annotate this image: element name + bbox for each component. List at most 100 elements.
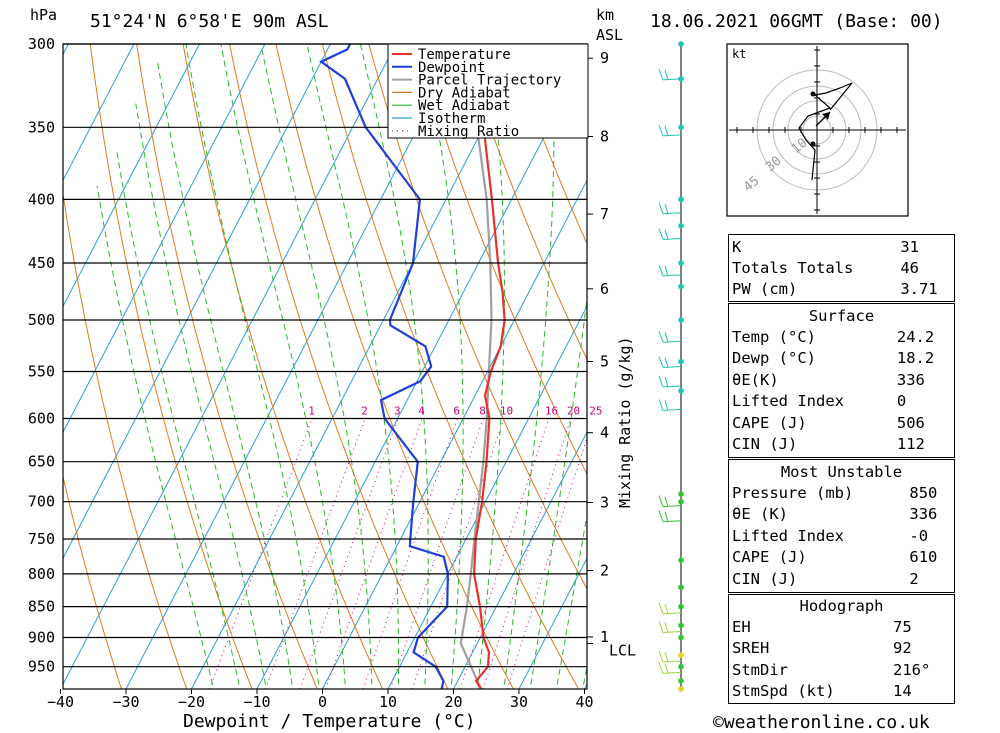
x-tick-label: −30 — [112, 693, 139, 711]
legend-label: Parcel Trajectory — [418, 73, 561, 89]
x-tick-label: −20 — [178, 693, 205, 711]
mixing-ratio-label: 1 — [308, 405, 315, 418]
wind-barb-flag — [658, 602, 664, 615]
mu-value: -0 — [909, 526, 929, 545]
height-tick-label: 7 — [600, 205, 609, 223]
wind-barb-shaft — [662, 134, 682, 137]
dry-adiabat-line — [63, 474, 122, 689]
surface-row: Lifted Index 0 — [728, 391, 955, 412]
height-tick-label: 1 — [600, 628, 609, 646]
pressure-tick-label: 650 — [28, 453, 55, 471]
surface-name: θE(K) — [732, 370, 779, 389]
hodo-value: 14 — [893, 682, 912, 701]
surface-row: CAPE (J) 506 — [728, 412, 955, 433]
wind-level-dot — [678, 260, 684, 266]
surface-value: 0 — [896, 392, 907, 411]
mixing-ratio-line — [482, 418, 572, 689]
x-axis-label: Dewpoint / Temperature (°C) — [183, 711, 476, 732]
isotherm-line — [191, 44, 528, 689]
wind-barb-flag — [658, 621, 664, 633]
wind-barb-flag — [658, 228, 664, 240]
wind-level-dot — [678, 686, 684, 692]
mu-name: CIN (J) — [732, 569, 798, 588]
pressure-tick-label: 750 — [28, 530, 55, 548]
pressure-tick-label: 800 — [28, 565, 55, 583]
wet-adiabat-line — [503, 44, 555, 689]
wind-barb-flag — [658, 495, 664, 507]
index-value: 46 — [900, 259, 919, 278]
dry-adiabat-line — [63, 190, 188, 689]
mixing-ratio-line — [264, 418, 366, 689]
surface-name: CIN (J) — [732, 435, 798, 454]
wind-barb-flag — [664, 203, 669, 214]
wind-level-dot — [678, 557, 684, 563]
asl-label: ASL — [596, 26, 623, 44]
wind-barb-flag — [664, 357, 669, 368]
surface-title: Surface — [808, 306, 875, 325]
mixing-ratio-label: 2 — [361, 405, 368, 418]
dry-adiabat-line — [368, 44, 587, 590]
wind-barb-flag — [664, 651, 669, 663]
wet-adiabat-line — [96, 185, 215, 689]
dry-adiabat-line — [89, 44, 253, 689]
isotherm-line — [63, 44, 331, 560]
wind-level-dot — [678, 283, 684, 290]
wind-level-dot — [678, 76, 684, 82]
wet-adiabat-line — [306, 44, 399, 689]
surface-row: Temp (°C) 24.2 — [728, 326, 955, 347]
hodo-row: EH 75 — [728, 616, 955, 637]
height-tick-label: 3 — [600, 494, 609, 512]
mixing-ratio-label: 8 — [479, 405, 486, 418]
height-tick-label: 5 — [600, 353, 609, 371]
wind-level-dot — [678, 584, 684, 590]
mu-name: θE (K) — [732, 505, 788, 524]
wind-level-dot — [678, 634, 684, 641]
pressure-tick-label: 700 — [28, 493, 55, 511]
wet-adiabat-line — [116, 149, 241, 689]
surface-row: θE(K) 336 — [728, 369, 955, 390]
wind-barb-flag — [658, 399, 664, 411]
legend-label: Dry Adiabat — [418, 85, 511, 101]
mixing-ratio-line — [209, 418, 313, 689]
plot-frame — [62, 43, 588, 690]
hodo-value: 92 — [893, 639, 912, 658]
mixing-ratio-axis-label: Mixing Ratio (g/kg) — [616, 336, 634, 508]
wind-barb-shaft — [662, 520, 682, 523]
height-tick-label: 4 — [600, 424, 609, 442]
dry-adiabat-line — [461, 44, 587, 361]
height-tick-label: 6 — [600, 280, 609, 298]
hodo-name: StmDir — [732, 660, 788, 679]
surface-name: Temp (°C) — [732, 328, 816, 347]
mu-name: Pressure (mb) — [732, 484, 854, 503]
hodo-row: StmSpd (kt) 14 — [728, 681, 955, 702]
storm-motion-arrowhead — [822, 112, 830, 120]
dry-adiabat-line — [182, 44, 384, 689]
mu-value: 850 — [909, 484, 938, 503]
surface-row: CIN (J) 112 — [728, 433, 955, 454]
most-unstable-box — [728, 459, 955, 593]
x-tick-label: 30 — [510, 693, 528, 711]
mixing-ratio-label: 3 — [394, 405, 401, 418]
x-tick-label: 10 — [379, 693, 397, 711]
surface-value: 336 — [896, 370, 925, 389]
wind-barb-flag — [664, 663, 669, 674]
wind-level-dot — [678, 498, 684, 505]
wind-barb-flag — [658, 264, 664, 277]
pressure-tick-label: 450 — [28, 254, 55, 272]
wind-profile — [658, 41, 684, 692]
wet-adiabat-line — [157, 61, 294, 689]
wind-barb-flag — [664, 622, 669, 633]
index-name: Totals Totals — [732, 259, 854, 278]
wind-barb-flag — [658, 662, 664, 674]
legend-label: Dewpoint — [418, 60, 485, 76]
pressure-tick-label: 900 — [28, 629, 55, 647]
x-tick-label: 40 — [575, 693, 593, 711]
surface-value: 112 — [896, 435, 925, 454]
isotherm-line — [453, 431, 587, 689]
surface-name: CAPE (J) — [732, 413, 807, 432]
dry-adiabat-line — [321, 44, 580, 689]
hodograph-unit: kt — [732, 47, 746, 61]
isotherm-line — [0, 44, 3, 689]
dry-adiabat-line — [229, 44, 449, 689]
